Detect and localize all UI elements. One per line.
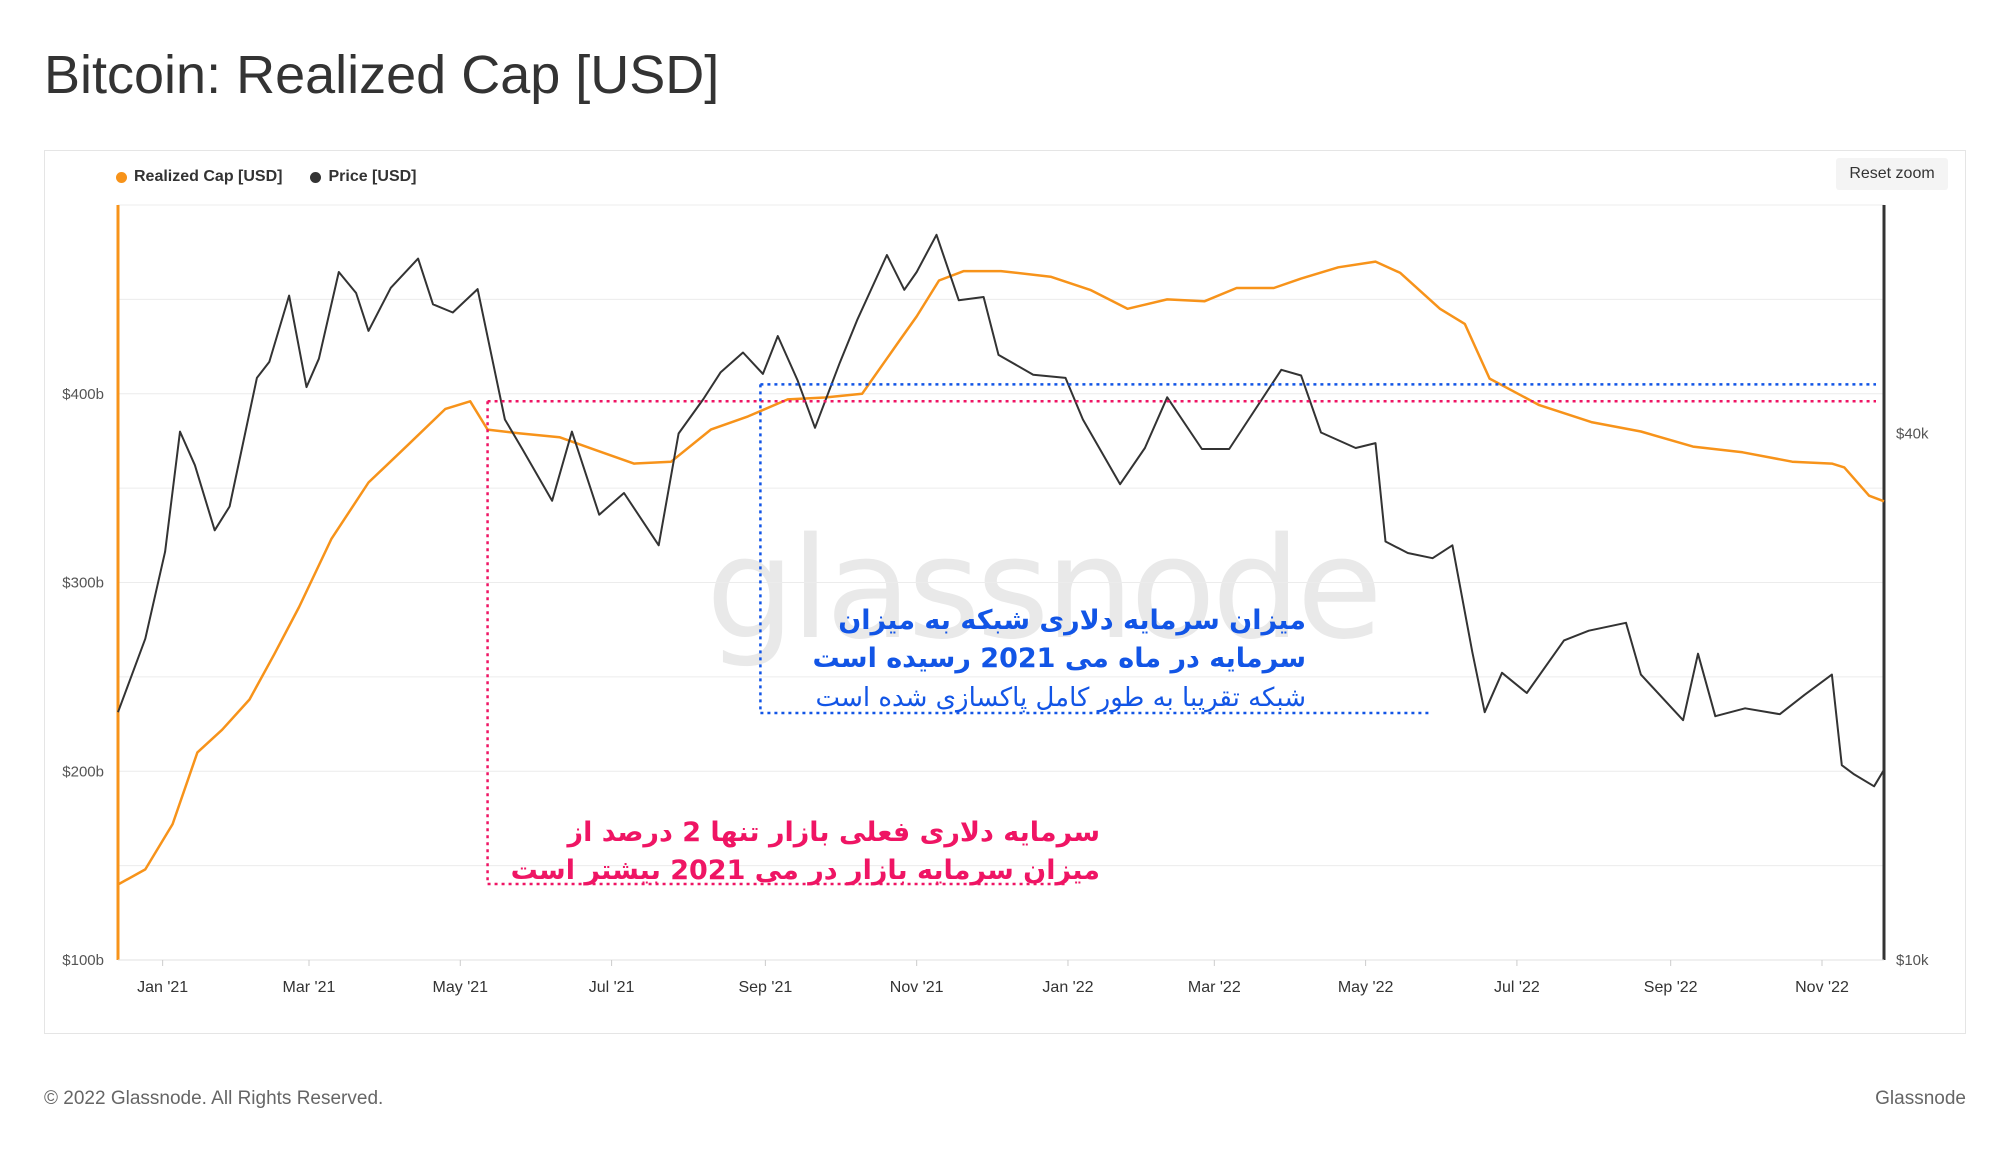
watermark-logo: glassnode bbox=[706, 508, 1383, 671]
realized-cap-line bbox=[117, 260, 1885, 886]
x-tick-label: Sep '22 bbox=[1644, 979, 1698, 996]
annotation-blue-line3: شبکه تقریبا به طور کامل پاکسازی شده است bbox=[815, 683, 1306, 713]
y-left-tick-label: $200b bbox=[62, 763, 104, 780]
y-left-tick-label: $300b bbox=[62, 575, 104, 592]
y-right-tick-label: $10k bbox=[1896, 952, 1929, 969]
x-tick-label: May '22 bbox=[1338, 979, 1394, 996]
x-tick-label: Nov '21 bbox=[890, 979, 944, 996]
annotation-blue-line2: سرمایه در ماه می 2021 رسیده است bbox=[812, 643, 1306, 674]
x-tick-label: Jul '21 bbox=[589, 979, 635, 996]
y-right-tick-label: $40k bbox=[1896, 425, 1929, 442]
footer-copyright: © 2022 Glassnode. All Rights Reserved. bbox=[44, 1088, 384, 1109]
legend-dot-icon bbox=[310, 171, 322, 183]
x-tick-label: Mar '22 bbox=[1188, 979, 1241, 996]
legend-item-realized-cap[interactable]: Realized Cap [USD] bbox=[116, 168, 282, 186]
y-left-tick-label: $100b bbox=[62, 952, 104, 969]
annotation-blue: میزان سرمایه دلاری شبکه به میزان سرمایه … bbox=[756, 602, 1306, 718]
page-title: Bitcoin: Realized Cap [USD] bbox=[44, 45, 720, 105]
chart-frame bbox=[44, 150, 1966, 1034]
legend-dot-icon bbox=[116, 171, 127, 183]
annotation-red: سرمایه دلاری فعلی بازار تنها 2 درصد از م… bbox=[500, 814, 1100, 890]
annotation-blue-line1: میزان سرمایه دلاری شبکه به میزان bbox=[838, 605, 1306, 636]
y-left-tick-label: $400b bbox=[62, 386, 104, 403]
annotation-red-line2: میزان سرمایه بازار در می 2021 بیشتر است bbox=[510, 855, 1100, 886]
legend-label: Realized Cap [USD] bbox=[134, 168, 283, 185]
x-tick-label: Nov '22 bbox=[1795, 979, 1849, 996]
annotation-red-line1: سرمایه دلاری فعلی بازار تنها 2 درصد از bbox=[567, 817, 1100, 848]
x-tick-label: Jul '22 bbox=[1494, 979, 1540, 996]
x-tick-label: Mar '21 bbox=[283, 979, 336, 996]
legend-item-price[interactable]: Price [USD] bbox=[310, 168, 417, 186]
x-tick-label: Jan '21 bbox=[137, 979, 188, 996]
x-tick-label: Jan '22 bbox=[1042, 979, 1093, 996]
x-tick-label: May '21 bbox=[433, 979, 489, 996]
legend-label: Price [USD] bbox=[328, 168, 417, 185]
x-tick-label: Sep '21 bbox=[738, 979, 792, 996]
footer-brand: Glassnode bbox=[1875, 1088, 1966, 1109]
chart-legend: Realized Cap [USD] Price [USD] bbox=[116, 168, 417, 186]
price-line bbox=[117, 233, 1885, 788]
reset-zoom-button[interactable]: Reset zoom bbox=[1836, 158, 1948, 190]
